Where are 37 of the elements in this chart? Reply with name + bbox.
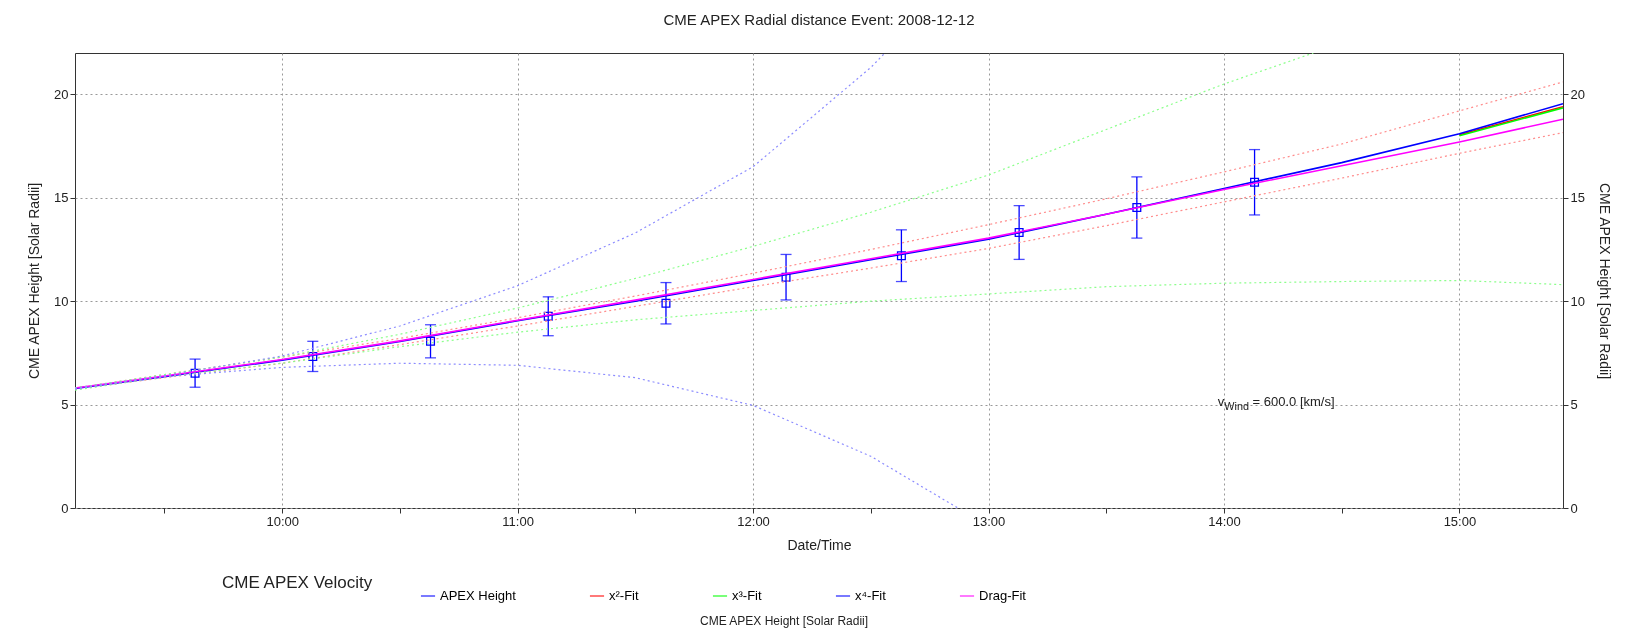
x-tick-label: 12:00 <box>737 513 770 529</box>
y-tick-label: 20 <box>54 86 69 102</box>
point <box>543 311 553 321</box>
point <box>896 251 906 261</box>
x-tick-label: 11:00 <box>502 513 534 529</box>
y-tick-label: 15 <box>54 190 69 206</box>
y2-axis-title: CME APEX Height [Solar Radii] <box>1596 182 1613 380</box>
y2-tick-label: 20 <box>1570 86 1585 102</box>
x-tick-label: 13:00 <box>972 513 1006 529</box>
x-tick-label: 14:00 <box>1208 513 1241 529</box>
x-tick-label: 10:00 <box>266 513 299 529</box>
legend-label: x²-Fit <box>609 588 639 603</box>
y2-tick-label: 15 <box>1570 190 1585 206</box>
y2-tick-label: 10 <box>1570 293 1585 309</box>
point <box>661 298 671 308</box>
text: CME APEX Velocity <box>222 573 373 593</box>
point <box>1250 177 1260 187</box>
chart-title: CME APEX Radial distance Event: 2008-12-12 <box>663 11 975 29</box>
y-axis-title: CME APEX Height [Solar Radii] <box>26 182 43 380</box>
x-tick-label: 15:00 <box>1443 513 1477 529</box>
x-axis-title: Date/Time <box>787 536 852 553</box>
point <box>1132 202 1142 213</box>
y2-tick-label: 0 <box>1570 500 1578 516</box>
annotation: v$_{Wind}$ = 600.0 [km/s] <box>1217 394 1335 412</box>
point <box>1014 228 1024 238</box>
y2-tick-label: 5 <box>1570 397 1578 413</box>
point <box>426 336 436 346</box>
y-tick-label: 5 <box>61 397 69 413</box>
point <box>308 351 318 361</box>
legend-label: APEX Height <box>440 588 517 603</box>
legend-label: Drag-Fit <box>979 588 1027 603</box>
y-tick-label: 10 <box>54 293 69 309</box>
text: CME APEX Height [Solar Radii] <box>700 614 869 628</box>
point <box>190 368 200 378</box>
legend-label: x³-Fit <box>732 588 762 603</box>
legend-label: x⁴-Fit <box>855 588 887 603</box>
y-tick-label: 0 <box>61 500 69 516</box>
